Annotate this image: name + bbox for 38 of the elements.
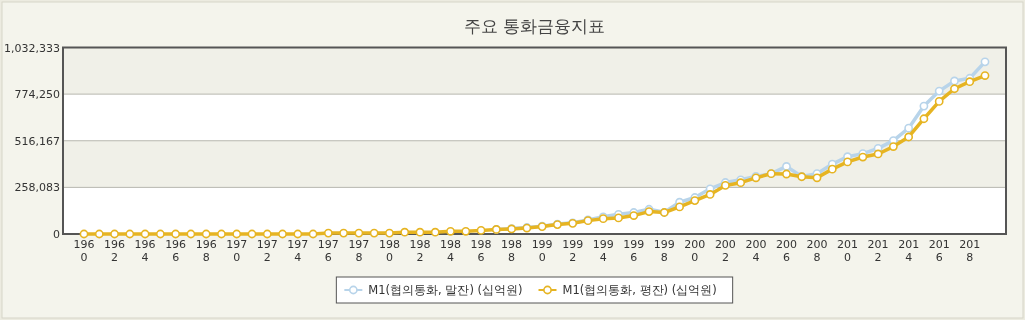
x-tick-label: 2018 — [959, 238, 981, 264]
x-tick-label: 2000 — [684, 238, 706, 264]
x-tick-label: 1974 — [287, 238, 309, 264]
x-tick-label: 2014 — [898, 238, 920, 264]
x-tick-label: 1972 — [256, 238, 278, 264]
legend-label: M1(협의통화, 평잔) (십억원) — [562, 283, 717, 297]
x-tick-label: 1994 — [592, 238, 614, 264]
x-tick-label: 1986 — [470, 238, 492, 264]
x-tick-label: 1998 — [653, 238, 675, 264]
x-tick-label: 1990 — [531, 238, 553, 264]
y-tick-label: 516,167 — [14, 134, 60, 148]
x-tick-label: 1966 — [165, 238, 187, 264]
x-tick-label: 1996 — [623, 238, 645, 264]
y-tick-label: 774,250 — [14, 88, 60, 102]
x-tick-label: 1964 — [134, 238, 156, 264]
x-tick-label: 2010 — [837, 238, 859, 264]
x-tick-label: 2016 — [928, 238, 950, 264]
y-tick-label: 0 — [53, 228, 60, 241]
x-tick-label: 2008 — [806, 238, 828, 264]
x-tick-label: 2002 — [714, 238, 736, 264]
chart-title: 주요 통화금융지표 — [463, 16, 606, 36]
x-tick-label: 1962 — [104, 238, 126, 264]
x-tick-label: 1960 — [73, 238, 95, 264]
legend-label: M1(협의통화, 말잔) (십억원) — [368, 283, 523, 297]
x-tick-label: 1988 — [501, 238, 523, 264]
x-tick-label: 2006 — [775, 238, 797, 264]
y-tick-label: 258,083 — [14, 181, 60, 195]
x-tick-label: 2004 — [745, 238, 767, 264]
x-tick-label: 1992 — [562, 238, 584, 264]
x-tick-label: 1970 — [226, 238, 248, 264]
y-tick-label: 1,032,333 — [4, 41, 60, 55]
x-tick-label: 1982 — [409, 238, 431, 264]
x-tick-label: 1984 — [440, 238, 462, 264]
x-tick-label: 1976 — [317, 238, 339, 264]
x-tick-label: 1978 — [348, 238, 370, 264]
x-tick-label: 1968 — [195, 238, 217, 264]
x-tick-label: 2012 — [867, 238, 889, 264]
x-tick-label: 1980 — [378, 238, 400, 264]
